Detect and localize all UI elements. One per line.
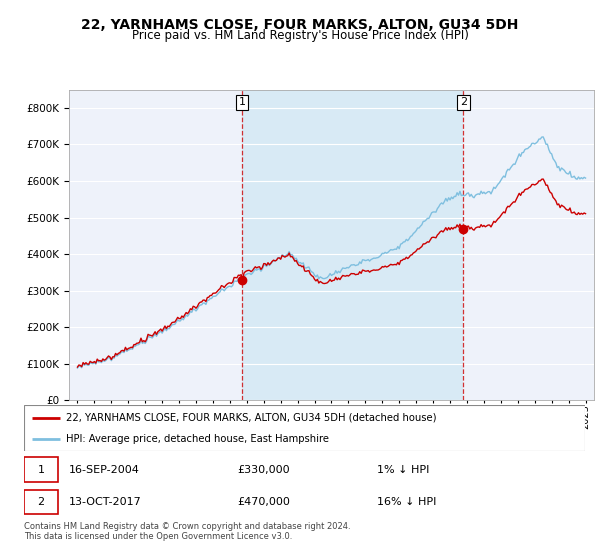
Text: 13-OCT-2017: 13-OCT-2017 bbox=[69, 497, 142, 507]
Text: 1: 1 bbox=[238, 97, 245, 108]
Text: 2: 2 bbox=[37, 497, 44, 507]
FancyBboxPatch shape bbox=[24, 489, 58, 514]
Text: 22, YARNHAMS CLOSE, FOUR MARKS, ALTON, GU34 5DH (detached house): 22, YARNHAMS CLOSE, FOUR MARKS, ALTON, G… bbox=[66, 413, 437, 423]
Text: 2: 2 bbox=[460, 97, 467, 108]
Text: HPI: Average price, detached house, East Hampshire: HPI: Average price, detached house, East… bbox=[66, 435, 329, 444]
Text: £470,000: £470,000 bbox=[237, 497, 290, 507]
Bar bbox=[242, 90, 463, 400]
Text: 1% ↓ HPI: 1% ↓ HPI bbox=[377, 465, 430, 475]
FancyBboxPatch shape bbox=[24, 458, 58, 482]
Text: Price paid vs. HM Land Registry's House Price Index (HPI): Price paid vs. HM Land Registry's House … bbox=[131, 29, 469, 42]
Text: 1: 1 bbox=[37, 465, 44, 475]
Text: 16% ↓ HPI: 16% ↓ HPI bbox=[377, 497, 437, 507]
Text: 22, YARNHAMS CLOSE, FOUR MARKS, ALTON, GU34 5DH: 22, YARNHAMS CLOSE, FOUR MARKS, ALTON, G… bbox=[82, 18, 518, 32]
FancyBboxPatch shape bbox=[24, 405, 585, 451]
Text: Contains HM Land Registry data © Crown copyright and database right 2024.
This d: Contains HM Land Registry data © Crown c… bbox=[24, 522, 350, 542]
Text: £330,000: £330,000 bbox=[237, 465, 290, 475]
Text: 16-SEP-2004: 16-SEP-2004 bbox=[69, 465, 140, 475]
